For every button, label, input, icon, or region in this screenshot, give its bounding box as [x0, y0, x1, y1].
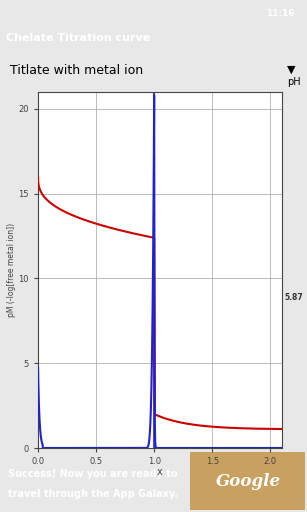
Text: Google: Google: [216, 473, 281, 489]
Text: 11:16: 11:16: [266, 9, 295, 17]
Bar: [190, 452, 305, 510]
Y-axis label: pM (-log[free metal ion]): pM (-log[free metal ion]): [7, 223, 16, 317]
Text: Chelate Titration curve: Chelate Titration curve: [6, 33, 150, 43]
Text: ▼: ▼: [286, 65, 295, 75]
X-axis label: x: x: [157, 467, 163, 477]
Text: Titlate with metal ion: Titlate with metal ion: [10, 63, 143, 76]
Text: pH: pH: [287, 77, 301, 87]
Text: travel through the App Galaxy.: travel through the App Galaxy.: [8, 489, 178, 499]
Text: Success! Now you are ready to: Success! Now you are ready to: [8, 469, 177, 479]
Text: 5.87: 5.87: [285, 293, 303, 303]
